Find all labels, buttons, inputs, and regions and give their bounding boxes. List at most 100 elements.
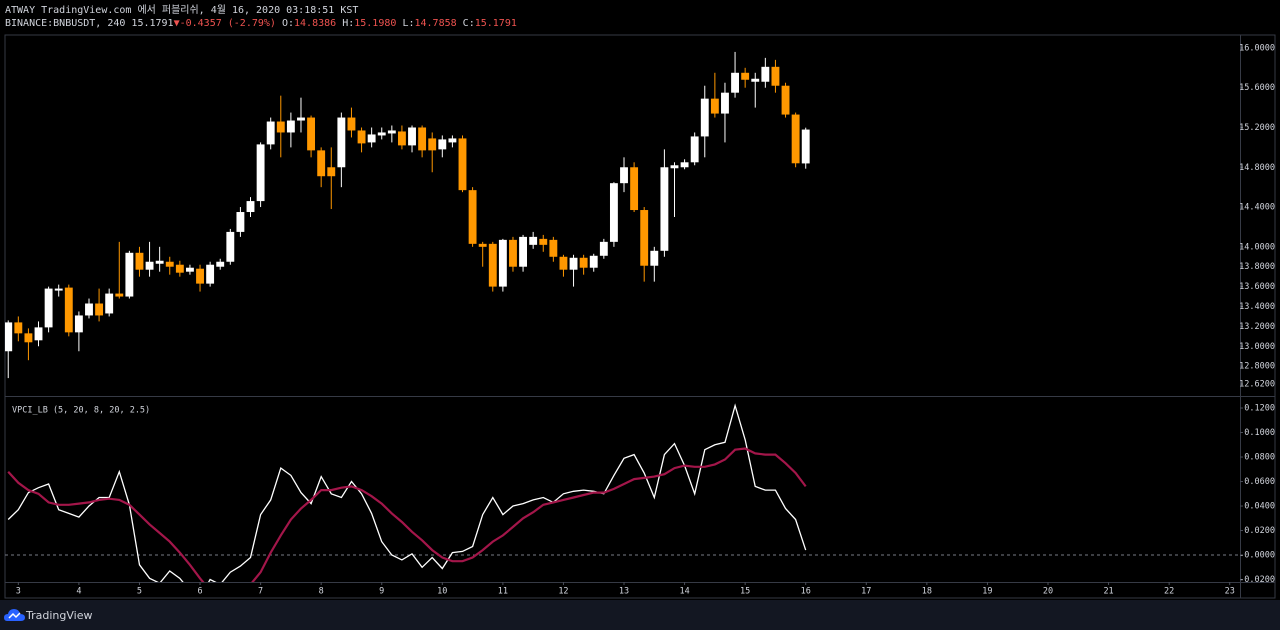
y-tick-label: 13.0000 [1239,342,1275,352]
candle-body [85,303,93,316]
x-tick-label: 9 [379,587,384,597]
candle-body [24,333,33,343]
change: ▼-0.4357 (-2.79%) [173,18,276,29]
x-tick-label: 20 [1043,587,1053,597]
ohlc-label: L: [402,18,415,29]
candle-body [640,210,649,266]
y-tick-label: 0.0200 [1244,526,1275,536]
y-tick-label: 0.1000 [1244,428,1275,438]
candle-body [155,260,164,264]
ohlc-value: 14.7858 [414,18,457,29]
candle-body [266,121,275,145]
candle-body [317,150,326,177]
candle-body [125,252,134,297]
candle-body [458,138,467,191]
candle-body [216,261,225,267]
candle-body [408,127,416,146]
candle-body [246,201,255,213]
y-tick-label: 14.8000 [1239,163,1275,173]
x-tick-label: 18 [922,587,932,597]
y-tick-label: 15.2000 [1239,123,1275,133]
candle-body [397,131,406,146]
ohlc-label: H: [342,18,355,29]
y-tick-label: 0.0600 [1244,477,1275,487]
candle-body [630,167,639,211]
candle-body [34,327,43,341]
x-tick-label: 16 [801,587,811,597]
candle-body [478,243,487,247]
candle-body [226,231,235,262]
candle-body [14,322,23,334]
x-tick-label: 12 [558,587,568,597]
x-tick-label: 5 [137,587,142,597]
candle-body [165,261,174,267]
ohlc-label: O: [281,18,295,29]
chart: VPCI_LB (5, 20, 8, 20, 2.5) 16.0000 15.60… [4,34,1276,599]
candle-body [650,250,659,266]
candle-body [468,190,477,244]
symbol: BINANCE:BNBUSDT, 240 15.1791 [5,18,174,29]
publisher: ATWAY TradingView.com 에서 퍼블리쉬, 4월 16, 20… [5,5,359,16]
indicator-title: VPCI_LB (5, 20, 8, 20, 2.5) [12,406,150,416]
y-tick-label: 13.6000 [1239,282,1275,292]
y-tick-label: 14.4000 [1239,203,1275,213]
y-tick-label: -0.0200 [1239,575,1275,585]
candle-body [710,98,719,114]
candle-body [609,183,618,242]
candle-body [448,138,457,143]
candle-body [337,117,346,168]
candle-body [549,239,558,257]
x-tick-label: 17 [861,587,871,597]
ohlc: O:14.8386 H:15.1980 L:14.7858 C:15.1791 [282,18,523,29]
x-tick-label: 15 [740,587,750,597]
header: ATWAY TradingView.com 에서 퍼블리쉬, 4월 16, 20… [5,4,523,30]
x-tick-label: 8 [319,587,324,597]
candle-body [488,243,497,287]
candle-body [741,72,750,80]
candle-body [105,293,114,314]
candle-body [377,132,386,136]
legend-line: BINANCE:BNBUSDT, 240 15.1791▼-0.4357 (-2… [5,17,523,30]
x-tick-label: 14 [679,587,689,597]
candle-body [559,256,568,270]
x-tick-label: 10 [437,587,447,597]
y-tick-label: 12.6200 [1239,380,1275,390]
candle-body [579,257,588,268]
y-tick-label: 16.0000 [1239,43,1275,53]
candle-body [690,136,699,163]
y-tick-label: 13.4000 [1239,302,1275,312]
candle-body [286,120,295,133]
candle-body [297,117,305,121]
ohlc-value: 15.1791 [474,18,517,29]
candle-body [509,239,517,267]
indicator-pane [5,403,1240,582]
candle-body [801,129,810,164]
candle-body [771,66,780,86]
candle-body [74,315,83,333]
candle-body [236,212,245,232]
ohlc-value: 15.1980 [354,18,397,29]
ohlc-value: 14.8386 [294,18,337,29]
x-tick-label: 21 [1103,587,1113,597]
candle-body [569,257,578,270]
candle-body [64,287,73,333]
x-tick-label: 3 [16,587,21,597]
x-tick-label: 11 [498,587,508,597]
price-pane [5,51,810,379]
footer: TradingView [0,600,1280,630]
candle-body [589,255,598,268]
x-tick-label: 23 [1225,587,1235,597]
candle-body [731,72,739,93]
logo [4,609,25,621]
candle-body [95,303,104,316]
x-tick-label: 22 [1164,587,1174,597]
candle-body [175,264,184,273]
candle-body [327,167,336,177]
candle-body [498,239,507,287]
candle-body [276,121,285,133]
candle-body [115,293,124,297]
candle-body [387,130,396,134]
x-tick-label: 19 [982,587,992,597]
candle-body [428,138,437,151]
